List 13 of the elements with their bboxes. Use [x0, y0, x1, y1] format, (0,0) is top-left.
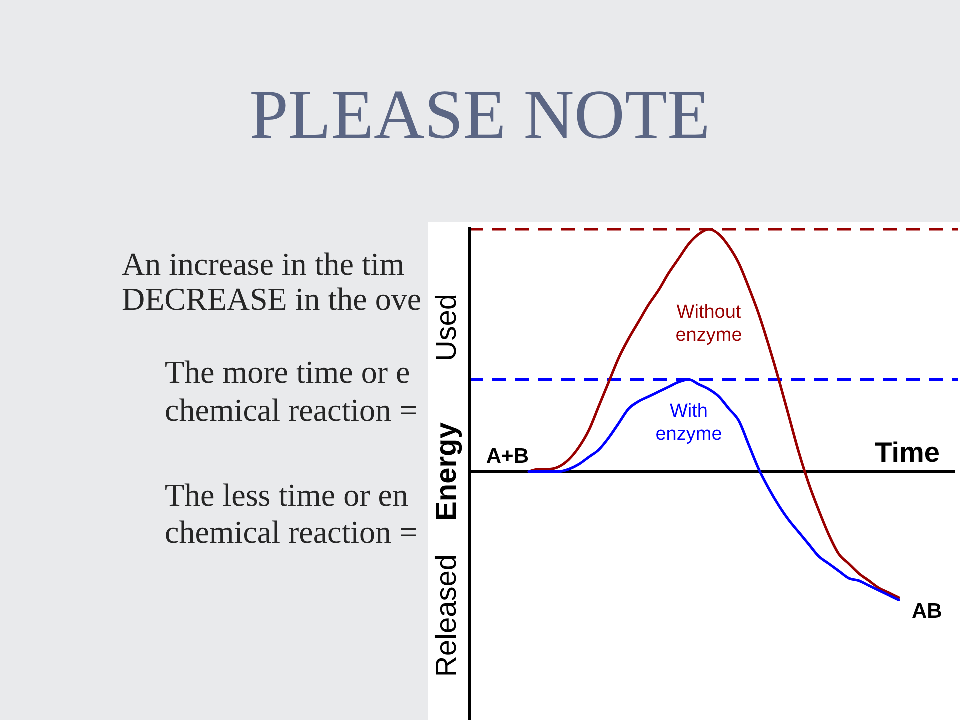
text: An increase in the tim — [122, 246, 405, 282]
text: The more time or e — [165, 354, 410, 390]
text: The less time or en — [165, 477, 408, 513]
annotation: A+B — [486, 444, 529, 468]
text: Released Energy Used — [431, 294, 463, 678]
series-label: With enzyme — [656, 401, 722, 446]
chart-title: PLEASE NOTE — [250, 77, 710, 154]
series-label: Without enzyme — [676, 302, 742, 346]
text: chemical reaction = — [165, 514, 418, 550]
text: AB — [912, 600, 942, 624]
text: chemical reaction = — [165, 392, 418, 428]
x-axis-title: Time — [875, 436, 940, 468]
text: DECREASE in the ove — [122, 281, 422, 317]
